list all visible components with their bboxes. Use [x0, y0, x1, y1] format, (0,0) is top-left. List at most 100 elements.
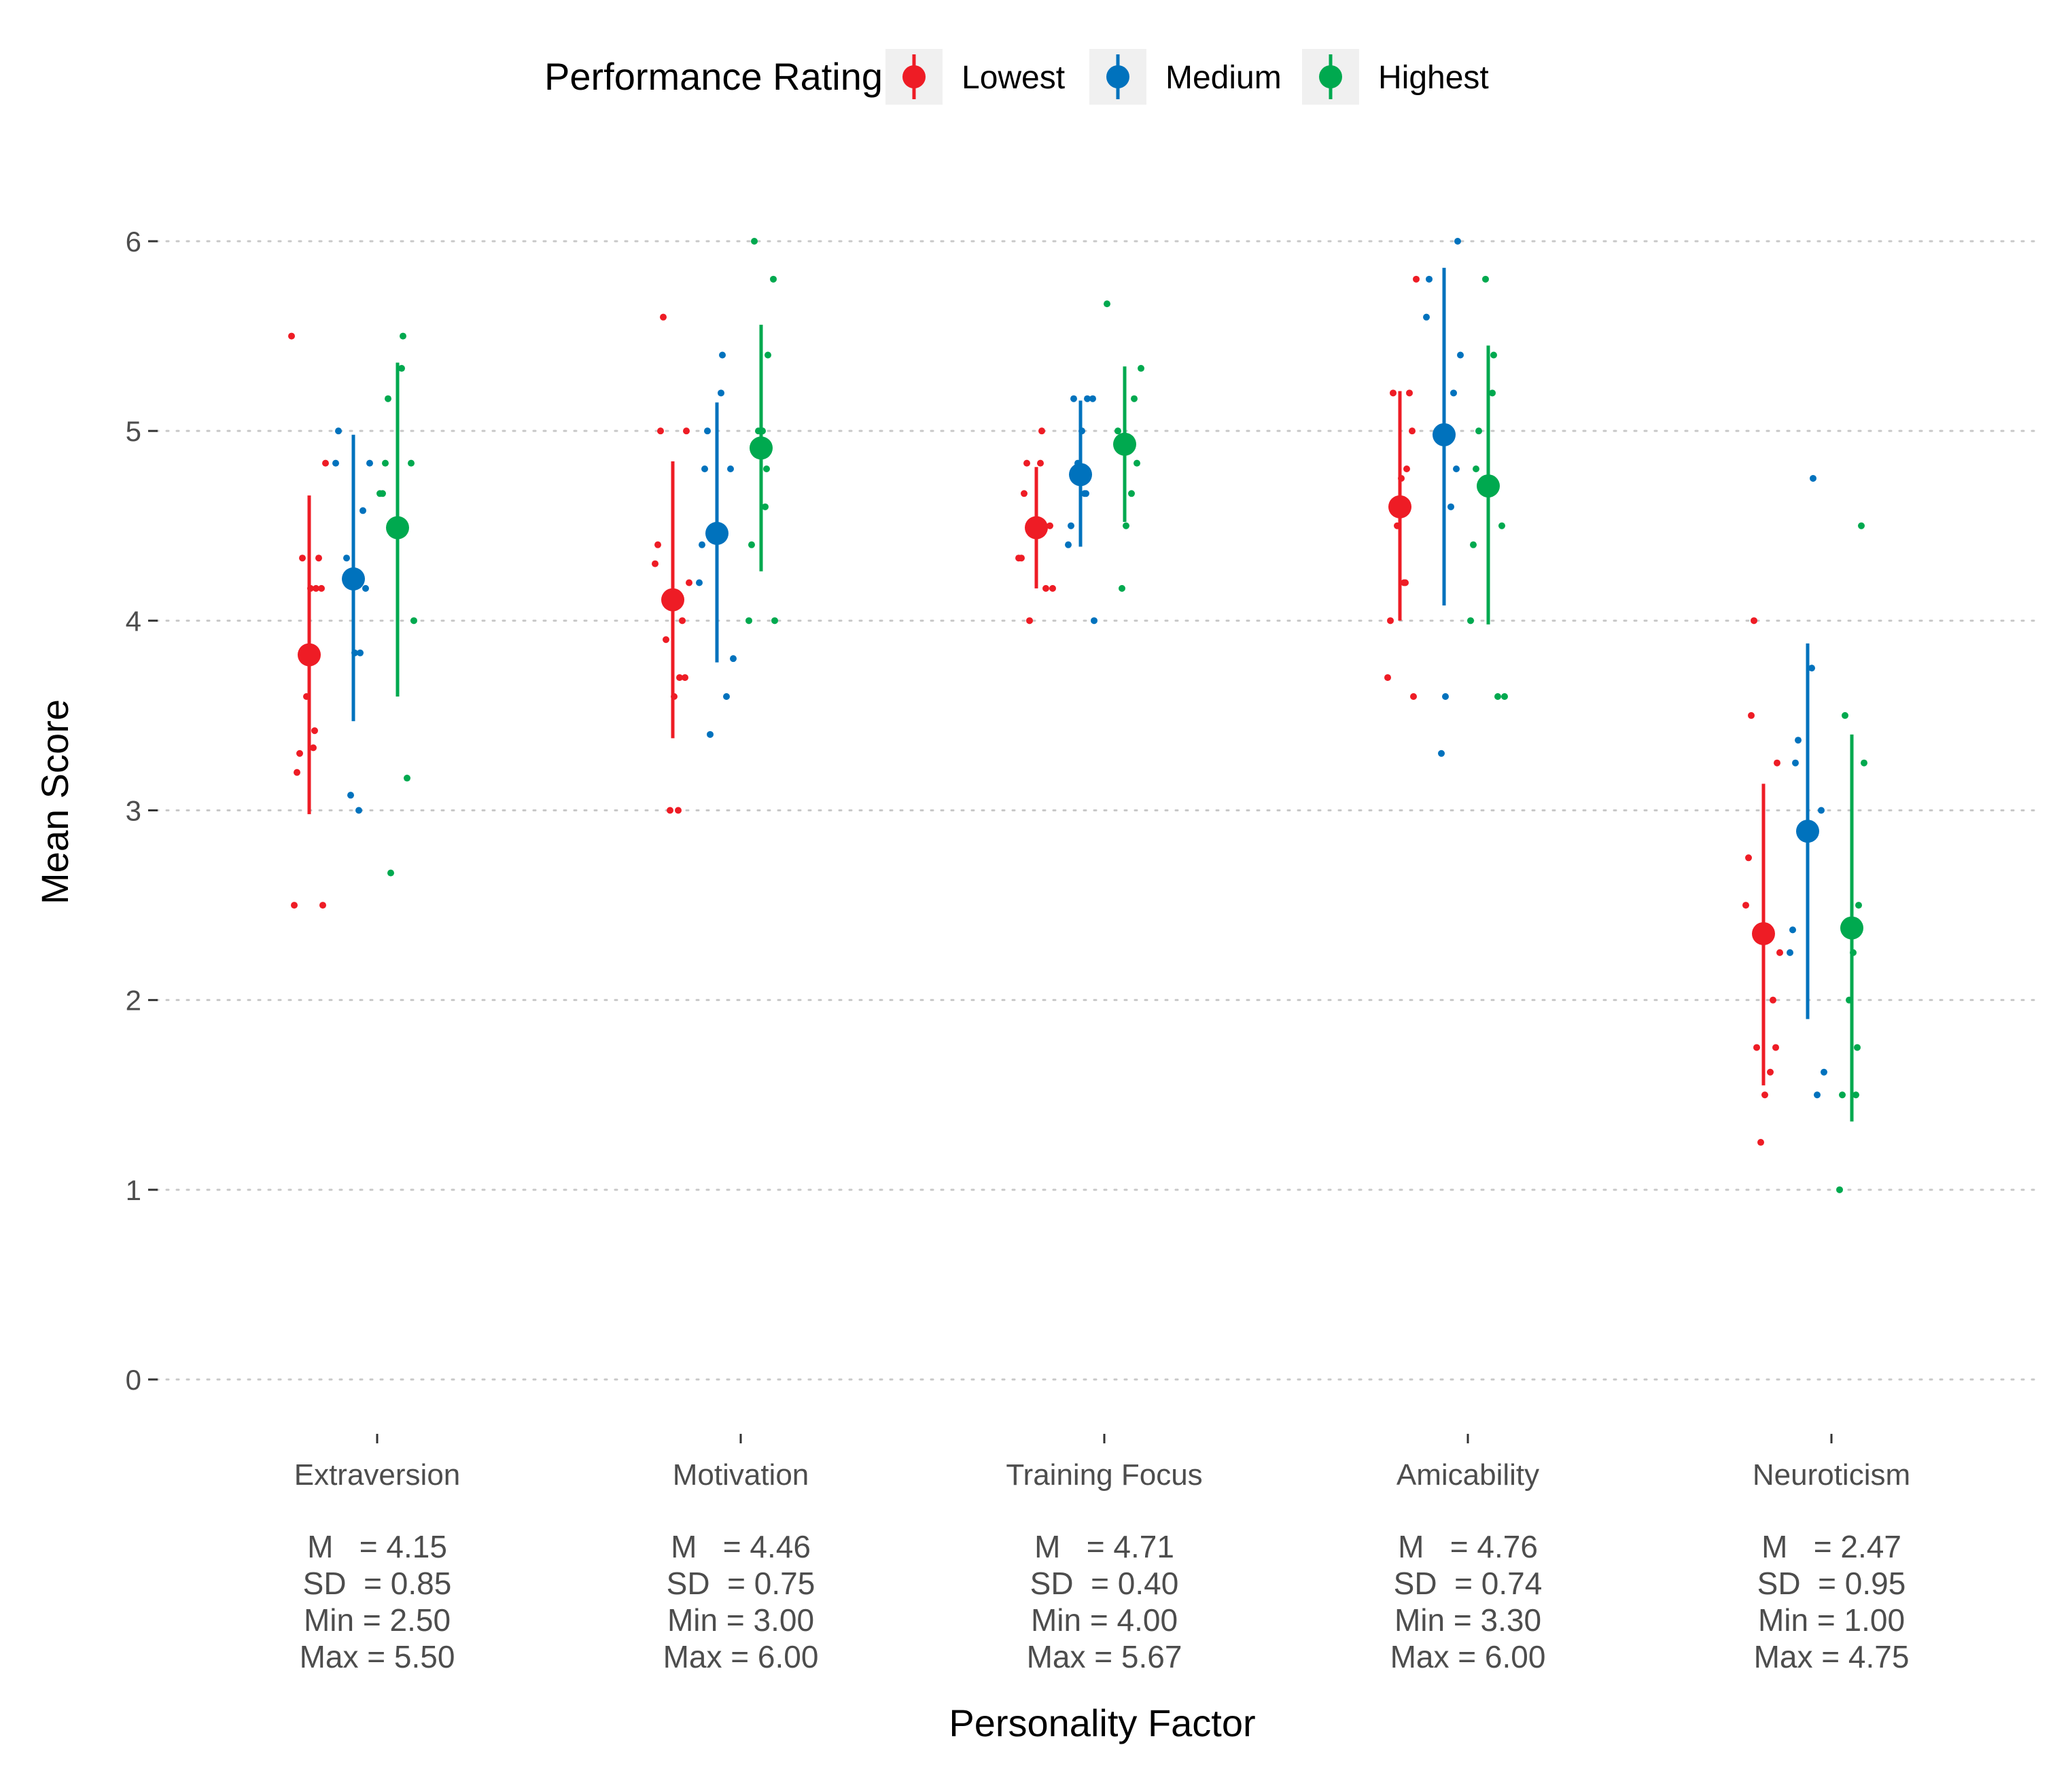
x-tick-label-motivation: Motivation — [673, 1458, 809, 1492]
data-point-medium-motivation — [699, 541, 705, 548]
data-point-highest-neuroticism — [1836, 1186, 1843, 1193]
data-point-lowest-neuroticism — [1757, 1139, 1764, 1146]
data-point-lowest-training-focus — [1042, 584, 1049, 592]
data-point-highest-motivation — [751, 238, 758, 245]
data-point-medium-training-focus — [1089, 395, 1096, 402]
data-point-medium-extraversion — [366, 459, 373, 467]
data-point-highest-neuroticism — [1839, 1091, 1846, 1099]
mean-marker-medium-motivation — [705, 521, 728, 545]
mean-marker-lowest-neuroticism — [1752, 921, 1775, 945]
data-point-medium-extraversion — [355, 807, 362, 814]
data-point-medium-amicability — [1454, 238, 1461, 245]
data-point-highest-neuroticism — [1842, 711, 1848, 719]
y-tick-label-5: 5 — [126, 415, 141, 447]
data-point-highest-training-focus — [1114, 427, 1121, 435]
data-point-lowest-neuroticism — [1748, 711, 1755, 719]
mean-marker-lowest-training-focus — [1025, 516, 1048, 540]
data-point-lowest-neuroticism — [1772, 1044, 1779, 1051]
data-point-medium-motivation — [718, 389, 724, 397]
mean-marker-medium-extraversion — [342, 567, 365, 591]
data-point-highest-neuroticism — [1852, 1091, 1859, 1099]
data-point-medium-neuroticism — [1808, 665, 1815, 672]
x-tick-label-training-focus: Training Focus — [1006, 1458, 1202, 1492]
data-point-highest-amicability — [1498, 522, 1505, 529]
data-point-lowest-neuroticism — [1742, 902, 1749, 909]
data-point-highest-amicability — [1473, 465, 1479, 472]
stat-max-extraversion: Max = 5.50 — [300, 1639, 455, 1674]
data-point-highest-extraversion — [404, 775, 410, 782]
data-point-medium-extraversion — [332, 459, 339, 467]
data-point-medium-training-focus — [1065, 541, 1072, 548]
stat-m-extraversion: M = 4.15 — [307, 1529, 447, 1564]
data-point-medium-amicability — [1442, 693, 1449, 700]
data-point-medium-motivation — [723, 693, 730, 700]
data-point-highest-amicability — [1490, 351, 1497, 359]
legend-key-marker — [902, 65, 926, 88]
data-point-lowest-extraversion — [291, 902, 298, 909]
data-point-lowest-extraversion — [311, 727, 318, 735]
data-point-lowest-extraversion — [299, 555, 306, 562]
data-point-highest-amicability — [1475, 427, 1482, 435]
data-point-lowest-training-focus — [1023, 459, 1030, 467]
data-point-highest-extraversion — [382, 459, 389, 467]
data-point-lowest-extraversion — [296, 750, 303, 757]
y-axis-ticks: 0 1 2 3 4 5 6 — [126, 226, 158, 1396]
stat-max-motivation: Max = 6.00 — [663, 1639, 819, 1674]
data-point-medium-neuroticism — [1792, 759, 1799, 767]
data-point-highest-extraversion — [398, 365, 405, 372]
data-point-lowest-extraversion — [310, 744, 317, 752]
data-point-highest-motivation — [770, 275, 777, 283]
legend-title: Performance Rating — [544, 55, 883, 98]
raw-data-points — [288, 238, 1867, 1193]
data-point-medium-motivation — [701, 465, 708, 472]
stat-min-motivation: Min = 3.00 — [667, 1602, 814, 1638]
data-point-highest-training-focus — [1123, 522, 1129, 529]
data-point-lowest-extraversion — [318, 584, 325, 592]
data-point-medium-neuroticism — [1789, 926, 1796, 934]
stat-sd-training-focus: SD = 0.40 — [1030, 1566, 1179, 1601]
stat-min-extraversion: Min = 2.50 — [304, 1602, 451, 1638]
data-point-highest-neuroticism — [1855, 902, 1862, 909]
data-point-lowest-amicability — [1406, 389, 1413, 397]
y-tick-label-2: 2 — [126, 985, 141, 1017]
stat-min-training-focus: Min = 4.00 — [1031, 1602, 1178, 1638]
data-point-lowest-extraversion — [319, 902, 326, 909]
data-point-lowest-motivation — [660, 313, 667, 321]
data-point-lowest-amicability — [1409, 427, 1416, 435]
data-point-highest-amicability — [1482, 275, 1489, 283]
data-point-medium-extraversion — [335, 427, 342, 435]
mean-marker-highest-extraversion — [386, 516, 409, 540]
stat-max-training-focus: Max = 5.67 — [1027, 1639, 1182, 1674]
data-point-medium-motivation — [730, 655, 737, 663]
data-point-highest-training-focus — [1104, 300, 1110, 308]
data-point-medium-neuroticism — [1814, 1091, 1821, 1099]
mean-marker-lowest-amicability — [1388, 495, 1411, 518]
stat-min-neuroticism: Min = 1.00 — [1758, 1602, 1905, 1638]
x-tick-label-neuroticism: Neuroticism — [1753, 1458, 1910, 1492]
data-point-lowest-amicability — [1413, 275, 1420, 283]
data-point-medium-training-focus — [1084, 395, 1091, 402]
mean-marker-medium-neuroticism — [1796, 820, 1819, 843]
data-point-highest-motivation — [771, 617, 778, 624]
mean-marker-highest-training-focus — [1113, 432, 1136, 456]
stat-m-training-focus: M = 4.71 — [1034, 1529, 1174, 1564]
data-point-highest-extraversion — [408, 459, 415, 467]
stat-m-motivation: M = 4.46 — [671, 1529, 811, 1564]
stat-max-amicability: Max = 6.00 — [1390, 1639, 1546, 1674]
data-point-medium-amicability — [1450, 389, 1457, 397]
legend-label-lowest: Lowest — [962, 60, 1065, 96]
mean-marker-highest-motivation — [750, 436, 773, 460]
data-point-highest-extraversion — [385, 395, 391, 402]
data-point-medium-neuroticism — [1821, 1068, 1827, 1076]
data-point-lowest-motivation — [686, 579, 692, 586]
stat-sd-neuroticism: SD = 0.95 — [1757, 1566, 1906, 1601]
stat-max-neuroticism: Max = 4.75 — [1754, 1639, 1910, 1674]
data-point-medium-training-focus — [1083, 490, 1089, 497]
data-point-lowest-motivation — [676, 674, 683, 682]
data-point-medium-extraversion — [343, 555, 350, 562]
data-point-lowest-training-focus — [1026, 617, 1033, 624]
data-point-medium-amicability — [1457, 351, 1464, 359]
stat-sd-extraversion: SD = 0.85 — [303, 1566, 452, 1601]
